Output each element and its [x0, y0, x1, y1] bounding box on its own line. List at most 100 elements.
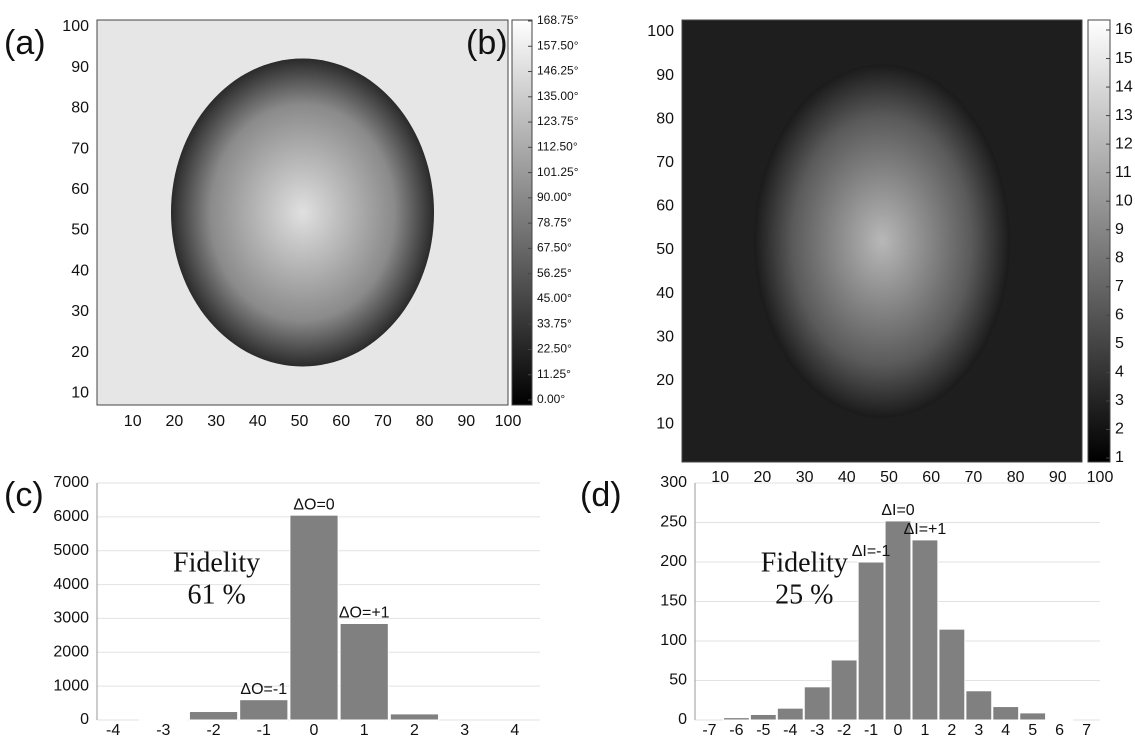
colorbar-tick-label: 123.75° — [537, 114, 579, 128]
image-content — [171, 59, 434, 367]
bar — [831, 660, 857, 720]
bar — [1047, 719, 1073, 720]
colorbar-tick-label: 112.50° — [537, 140, 578, 154]
y-tick-label: 90 — [71, 59, 89, 76]
x-tick-label: 2 — [947, 722, 956, 739]
fidelity-note: 25 % — [775, 579, 833, 610]
y-tick-label: 40 — [656, 285, 674, 302]
x-tick-label: 50 — [291, 413, 309, 430]
x-tick-label: 30 — [796, 469, 814, 486]
x-tick-label: 1 — [360, 722, 369, 739]
x-tick-label: 70 — [965, 469, 983, 486]
y-tick-label: 100 — [62, 18, 89, 35]
x-tick-label: 30 — [207, 413, 225, 430]
x-tick-label: 1 — [920, 722, 929, 739]
y-tick-label: 50 — [71, 222, 89, 239]
x-tick-label: 90 — [457, 413, 475, 430]
x-tick-label: 20 — [166, 413, 184, 430]
fidelity-note: Fidelity — [173, 547, 260, 578]
x-tick-label: 5 — [1028, 722, 1037, 739]
colorbar-tick-label: 9 — [1115, 221, 1124, 238]
x-tick-label: 3 — [460, 722, 469, 739]
bar — [290, 515, 338, 720]
colorbar-tick-label: 0.00° — [537, 392, 565, 406]
x-tick-label: 80 — [1007, 469, 1025, 486]
bar — [993, 707, 1019, 720]
bar — [723, 718, 749, 720]
x-tick-label: -1 — [257, 722, 271, 739]
x-tick-label: 100 — [495, 413, 522, 430]
y-tick-label: 20 — [656, 372, 674, 389]
y-tick-label: 60 — [656, 198, 674, 215]
x-tick-label: -3 — [810, 722, 824, 739]
image-content — [754, 64, 1010, 418]
colorbar-tick-label: 2 — [1115, 421, 1124, 438]
x-tick-label: -3 — [156, 722, 170, 739]
colorbar-tick-label: 22.50° — [537, 342, 572, 356]
panel-label: (b) — [466, 24, 508, 62]
colorbar-tick-label: 6 — [1115, 307, 1124, 324]
y-tick-label: 3000 — [53, 610, 89, 627]
colorbar-tick-label: 4 — [1115, 364, 1124, 381]
colorbar-tick-label: 11 — [1115, 164, 1132, 181]
x-tick-label: 80 — [416, 413, 434, 430]
x-tick-label: -4 — [106, 722, 120, 739]
y-tick-label: 150 — [660, 593, 687, 610]
y-tick-label: 100 — [660, 632, 687, 649]
bar — [240, 700, 288, 720]
bar — [966, 691, 992, 720]
x-tick-label: -5 — [756, 722, 770, 739]
colorbar-tick-label: 45.00° — [537, 291, 572, 305]
y-tick-label: 100 — [647, 23, 674, 40]
y-tick-label: 70 — [656, 154, 674, 171]
colorbar-tick-label: 101.25° — [537, 165, 579, 179]
colorbar-tick-label: 3 — [1115, 392, 1124, 409]
bar-annotation: ΔI=-1 — [852, 543, 891, 560]
x-tick-label: -1 — [864, 722, 878, 739]
y-tick-label: 80 — [656, 110, 674, 127]
x-tick-label: 40 — [838, 469, 856, 486]
colorbar — [1088, 20, 1110, 462]
x-tick-label: 50 — [880, 469, 898, 486]
bar — [750, 714, 776, 720]
fidelity-note: 61 % — [187, 579, 245, 610]
colorbar-tick-label: 16 — [1115, 21, 1133, 38]
x-tick-label: 20 — [754, 469, 772, 486]
y-tick-label: 7000 — [53, 474, 89, 491]
x-tick-label: 6 — [1055, 722, 1064, 739]
bar-annotation: ΔO=0 — [293, 496, 334, 513]
x-tick-label: 4 — [510, 722, 519, 739]
x-tick-label: -2 — [206, 722, 220, 739]
bar — [1020, 713, 1046, 720]
colorbar-tick-label: 67.50° — [537, 241, 572, 255]
colorbar-tick-label: 13 — [1115, 107, 1133, 124]
x-tick-label: 4 — [1001, 722, 1010, 739]
y-tick-label: 10 — [656, 416, 674, 433]
y-tick-label: 30 — [656, 328, 674, 345]
bar — [390, 714, 438, 720]
panel-label: (c) — [4, 476, 44, 514]
bar — [858, 562, 884, 720]
figure: (a)1020304050607080901001020304050607080… — [0, 0, 1135, 743]
y-tick-label: 80 — [71, 100, 89, 117]
colorbar-tick-label: 11.25° — [537, 367, 571, 381]
colorbar-tick-label: 90.00° — [537, 190, 572, 204]
x-tick-label: 60 — [332, 413, 350, 430]
y-tick-label: 250 — [660, 514, 687, 531]
bar-annotation: ΔO=+1 — [339, 605, 390, 622]
colorbar-tick-label: 8 — [1115, 249, 1124, 266]
x-tick-label: 10 — [711, 469, 729, 486]
y-tick-label: 70 — [71, 140, 89, 157]
panel-label: (a) — [4, 24, 46, 62]
colorbar-tick-label: 33.75° — [537, 316, 572, 330]
bar — [912, 540, 938, 720]
colorbar-tick-label: 157.50° — [537, 38, 579, 52]
y-tick-label: 6000 — [53, 508, 89, 525]
x-tick-label: 3 — [974, 722, 983, 739]
y-tick-label: 20 — [71, 344, 89, 361]
colorbar-tick-label: 15 — [1115, 50, 1133, 67]
y-tick-label: 60 — [71, 181, 89, 198]
bar — [939, 629, 965, 720]
x-tick-label: 70 — [374, 413, 392, 430]
x-tick-label: -6 — [729, 722, 743, 739]
